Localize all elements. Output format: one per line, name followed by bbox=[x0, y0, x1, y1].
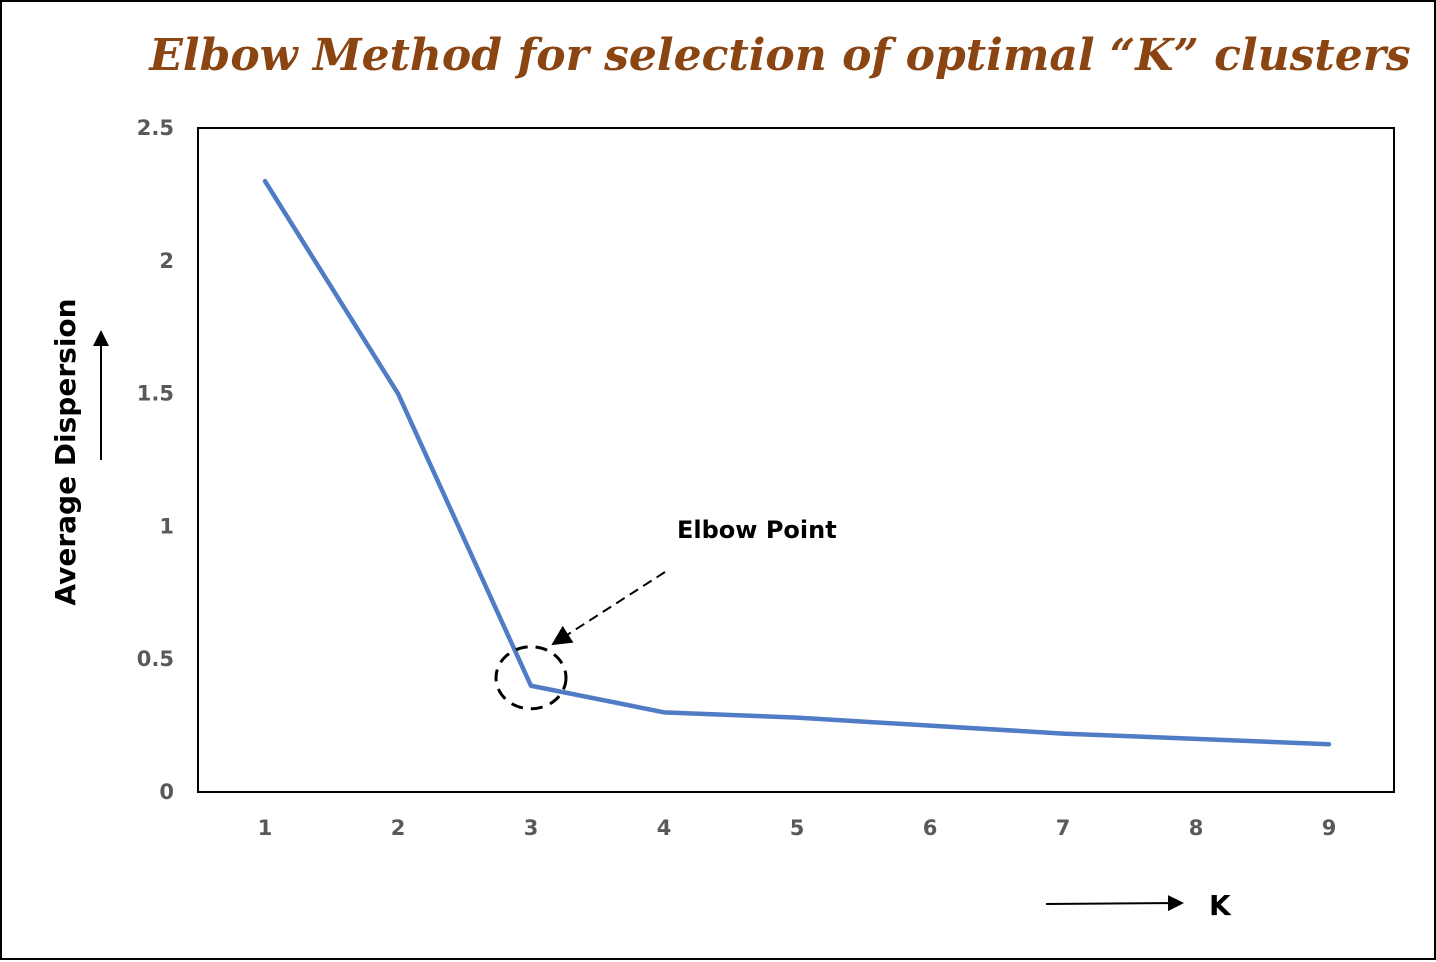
x-tick-label: 2 bbox=[391, 816, 406, 840]
x-tick-label: 3 bbox=[524, 816, 539, 840]
data-point bbox=[1193, 736, 1199, 742]
y-tick-label: 1.5 bbox=[137, 382, 174, 406]
x-tick-label: 8 bbox=[1189, 816, 1204, 840]
x-axis-ticks: 1 2 3 4 5 6 7 8 9 bbox=[258, 816, 1337, 840]
x-tick-label: 6 bbox=[923, 816, 938, 840]
data-point bbox=[1326, 741, 1332, 747]
data-point bbox=[1060, 731, 1066, 737]
data-point bbox=[262, 178, 268, 184]
data-point bbox=[927, 723, 933, 729]
elbow-point-arrow bbox=[551, 571, 666, 646]
series-line bbox=[262, 178, 1332, 747]
x-tick-label: 9 bbox=[1322, 816, 1337, 840]
elbow-point-label: Elbow Point bbox=[677, 516, 837, 544]
y-axis-label: Average Dispersion bbox=[49, 298, 82, 605]
y-axis-ticks: 0 0.5 1 1.5 2 2.5 bbox=[137, 116, 174, 804]
data-point bbox=[528, 683, 534, 689]
data-point bbox=[661, 709, 667, 715]
x-tick-label: 1 bbox=[258, 816, 273, 840]
y-tick-label: 2 bbox=[159, 249, 174, 273]
x-tick-label: 5 bbox=[790, 816, 805, 840]
data-point bbox=[794, 715, 800, 721]
y-tick-label: 1 bbox=[159, 514, 174, 538]
chart-title: Elbow Method for selection of optimal “K… bbox=[147, 30, 1410, 81]
x-tick-label: 4 bbox=[657, 816, 672, 840]
y-tick-label: 0 bbox=[159, 780, 174, 804]
series-layer bbox=[262, 178, 1332, 747]
x-tick-label: 7 bbox=[1056, 816, 1071, 840]
y-tick-label: 0.5 bbox=[137, 647, 174, 671]
data-point bbox=[395, 391, 401, 397]
x-axis-arrow bbox=[1045, 895, 1184, 912]
elbow-point-circle bbox=[494, 645, 568, 711]
x-axis-label: K bbox=[1209, 889, 1232, 922]
plot-area-border bbox=[197, 127, 1395, 793]
y-tick-label: 2.5 bbox=[137, 116, 174, 140]
